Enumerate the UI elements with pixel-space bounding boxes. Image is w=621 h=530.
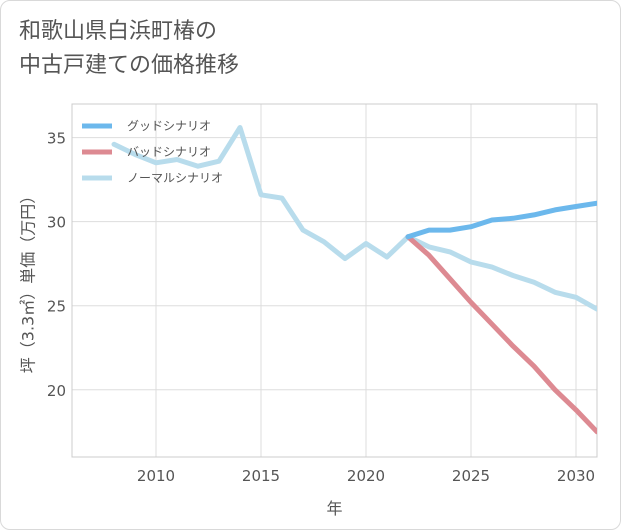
x-tick-label: 2025 — [452, 467, 490, 485]
chart-title-line-1: 和歌山県白浜町椿の — [19, 19, 218, 44]
x-tick-label: 2030 — [557, 467, 595, 485]
plot-area-border — [71, 103, 598, 458]
y-tick-label: 30 — [47, 214, 66, 232]
grid-lines — [72, 104, 597, 457]
x-tick-label: 2015 — [242, 467, 280, 485]
legend-label: グッドシナリオ — [127, 119, 211, 133]
series-layer — [111, 125, 597, 435]
x-tick-label: 2020 — [347, 467, 385, 485]
x-axis-title: 年 — [326, 499, 342, 518]
series-line-1 — [405, 234, 597, 435]
series-line-2 — [111, 125, 597, 312]
x-tick-label: 2010 — [137, 467, 175, 485]
chart-title-line-2: 中古戸建ての価格推移 — [19, 53, 240, 78]
y-tick-label: 35 — [47, 130, 66, 148]
chart-title: 和歌山県白浜町椿の 中古戸建ての価格推移 — [19, 15, 239, 83]
y-tick-label: 25 — [47, 298, 66, 316]
y-tick-label: 20 — [47, 382, 66, 400]
legend-label: バッドシナリオ — [127, 145, 211, 159]
y-axis-title: 坪（3.3㎡）単価（万円） — [19, 188, 38, 373]
legend-label: ノーマルシナリオ — [127, 171, 223, 185]
series-line-0 — [405, 200, 597, 240]
